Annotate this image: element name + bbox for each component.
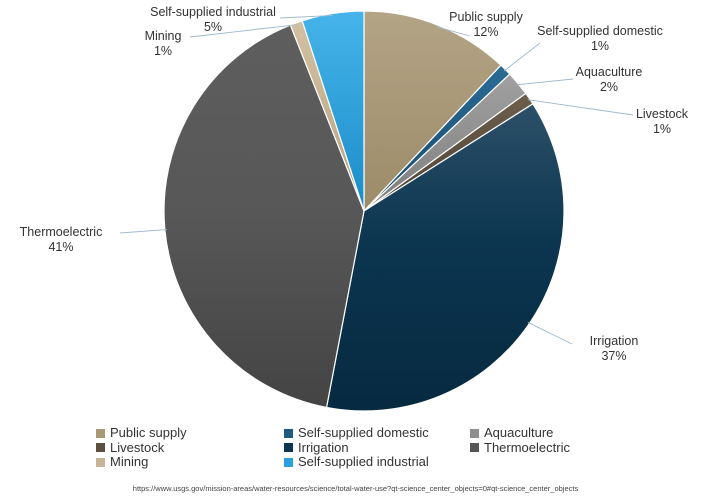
slice-label-name: Irrigation <box>590 334 639 348</box>
slice-label-name: Livestock <box>636 107 689 121</box>
legend-label: Self-supplied domestic <box>298 425 429 440</box>
legend-swatch <box>284 443 293 453</box>
pie-slice-self-supplied-industrial <box>301 10 365 212</box>
legend-label: Livestock <box>110 439 165 455</box>
legend-item: Self-supplied industrial <box>284 454 470 470</box>
leader-line <box>279 14 334 19</box>
slice-label-name: Thermoelectric <box>20 225 103 239</box>
slice-label-name: Public supply <box>449 10 523 24</box>
slice-label-name: Self-supplied domestic <box>537 24 663 38</box>
legend-item: Aquaculture <box>470 425 616 441</box>
slice-label-value: 1% <box>591 39 609 53</box>
source-url: https://www.usgs.gov/mission-areas/water… <box>132 484 579 493</box>
legend-item: Thermoelectric <box>470 439 616 456</box>
legend-item: Public supply <box>96 425 284 441</box>
legend-label: Thermoelectric <box>484 439 570 455</box>
leader-line <box>119 229 167 234</box>
pie-slice-public-supply <box>363 10 502 213</box>
leader-line <box>527 321 573 345</box>
legend-swatch <box>96 428 105 438</box>
legend-label: Aquaculture <box>484 425 554 440</box>
slice-label-value: 1% <box>154 44 172 58</box>
legend-label: Public supply <box>110 425 187 440</box>
slice-label-value: 37% <box>601 349 626 363</box>
slice-label-value: 41% <box>48 240 73 254</box>
leader-line <box>516 78 574 86</box>
legend-swatch <box>470 443 479 453</box>
legend: Public supply Self-supplied domestic Aquac… <box>96 425 616 470</box>
slice-label-value: 1% <box>653 122 671 136</box>
legend-swatch <box>284 428 293 438</box>
legend-item: Self-supplied domestic <box>284 425 470 441</box>
legend-label: Self-supplied industrial <box>298 454 429 469</box>
leader-line <box>527 99 634 116</box>
slice-label-name: Mining <box>145 29 182 43</box>
legend-label: Mining <box>110 454 149 469</box>
legend-swatch <box>96 443 105 453</box>
legend-item: Livestock <box>96 439 284 456</box>
legend-label: Irrigation <box>298 439 349 455</box>
slice-label-value: 12% <box>473 25 498 39</box>
slice-label-name: Aquaculture <box>576 65 643 79</box>
legend-item: Irrigation <box>284 439 470 456</box>
slice-label-value: 5% <box>204 20 222 34</box>
slice-label-name: Self-supplied industrial <box>150 5 276 19</box>
leader-line <box>189 24 297 38</box>
legend-swatch <box>284 457 293 467</box>
slice-label-value: 2% <box>600 80 618 94</box>
legend-item: Mining <box>96 454 284 470</box>
legend-swatch <box>470 428 479 438</box>
legend-swatch <box>96 457 105 467</box>
leader-line <box>503 42 541 72</box>
leader-line <box>436 26 471 37</box>
